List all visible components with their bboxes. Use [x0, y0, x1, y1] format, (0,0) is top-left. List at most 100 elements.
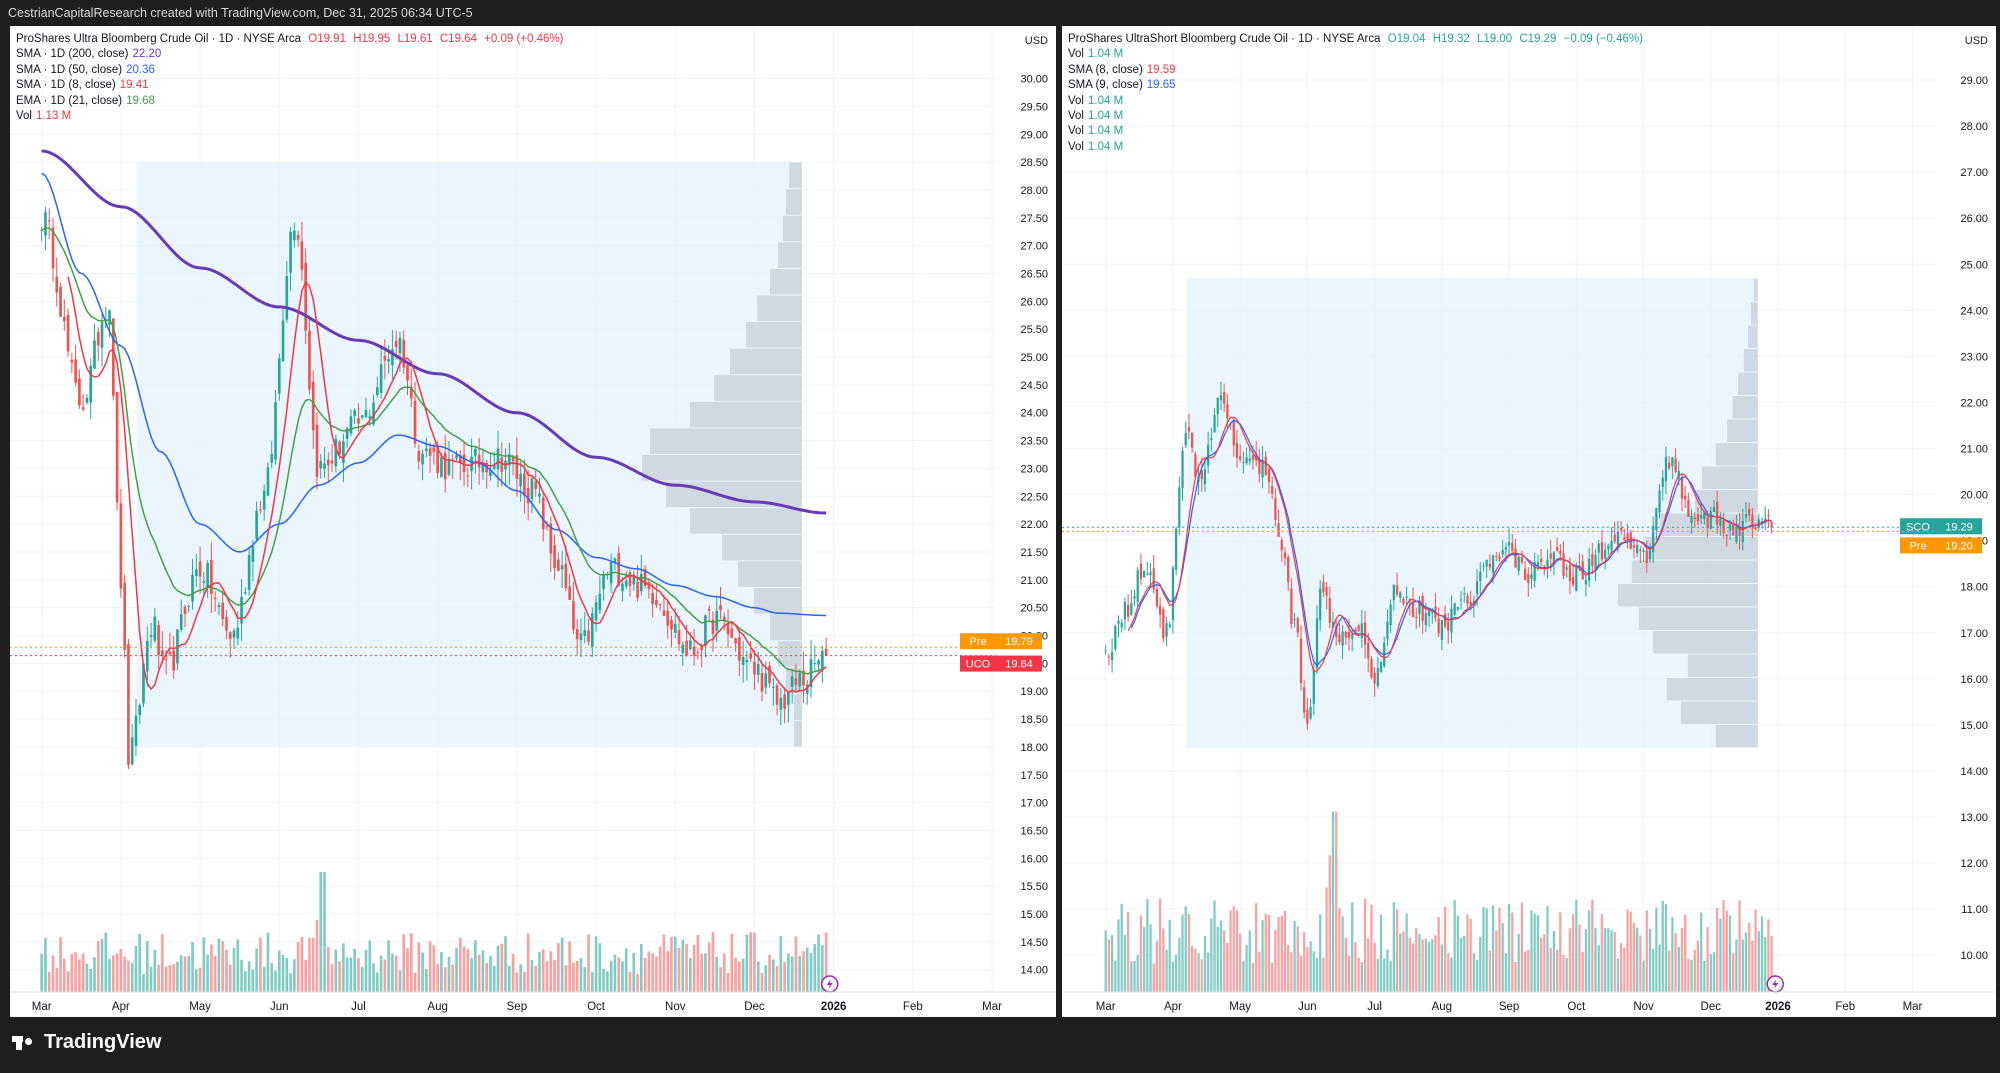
price-tick-label: 18.00: [1960, 582, 1988, 594]
tradingview-logo[interactable]: TradingView: [12, 1031, 161, 1054]
candle-body: [579, 633, 583, 640]
volume-bar: [809, 952, 813, 992]
candle-body: [330, 460, 334, 464]
volume-bar: [549, 951, 553, 992]
volume-bar: [662, 934, 666, 992]
candle-body: [206, 563, 209, 588]
sco-legend-vol[interactable]: Vol 1.04 M: [1068, 140, 1647, 155]
volume-bar: [1159, 898, 1162, 992]
legend-label: Vol: [1068, 48, 1084, 61]
candle-body: [1485, 560, 1488, 567]
volume-bar: [1274, 930, 1277, 992]
volume-profile-range-box: [136, 162, 802, 747]
volume-bar: [560, 937, 564, 992]
time-tick-label: Jun: [270, 1001, 289, 1013]
candle-body: [425, 448, 428, 452]
volume-bar: [500, 943, 504, 992]
sco-legend-vol[interactable]: Vol 1.04 M: [1068, 94, 1647, 109]
volume-bar: [1210, 918, 1213, 992]
candle-body: [670, 619, 673, 630]
volume-bar: [236, 939, 240, 992]
uco-legend-ema21[interactable]: EMA · 1D (21, close) 19.68: [16, 94, 567, 109]
candle-body: [1440, 620, 1443, 640]
volume-bar: [89, 968, 93, 992]
price-label-pre: Pre 19.79: [10, 633, 1042, 650]
volume-bar: [1104, 930, 1107, 992]
volume-profile-bar: [1652, 630, 1758, 654]
volume-bar: [285, 957, 289, 992]
candle-body: [1482, 565, 1485, 567]
volume-bar: [557, 943, 560, 992]
candle-body: [1719, 518, 1722, 526]
sco-chart-panel[interactable]: USD 10.00 11.00 12.00 13.00 14.00 15.00 16.00 17…: [1062, 26, 1996, 1017]
volume-bar: [1405, 913, 1408, 992]
uco-chart-svg[interactable]: USD 14.00 14.50 15.00 15.50 16.00 16.50 17.00 17…: [10, 26, 1056, 1017]
candle-body: [70, 359, 74, 363]
candle-body: [194, 569, 198, 576]
volume-bar: [1533, 913, 1536, 992]
candle-body: [1399, 592, 1402, 598]
candle-body: [1357, 625, 1360, 632]
volume-bar: [210, 944, 213, 992]
volume-bar: [1255, 903, 1258, 992]
volume-bar: [251, 969, 255, 992]
candle-body: [564, 563, 568, 589]
candle-body: [1687, 499, 1690, 517]
price-value-bg: [1936, 537, 1982, 554]
volume-bar: [590, 972, 594, 992]
candle-body: [1469, 601, 1472, 607]
sco-legend-vol[interactable]: Vol 1.04 M: [1068, 47, 1647, 62]
candle-body: [1507, 541, 1511, 546]
volume-bar: [1194, 948, 1197, 992]
uco-chart-panel[interactable]: USD 14.00 14.50 15.00 15.50 16.00 16.50 17.00 17…: [10, 26, 1056, 1017]
sco-legend-sma8[interactable]: SMA (8, close) 19.59: [1068, 63, 1647, 78]
volume-bar: [1520, 902, 1524, 992]
legend-value: 19.65: [1146, 79, 1176, 92]
uco-legend-sma8[interactable]: SMA · 1D (8, close) 19.41: [16, 78, 567, 93]
volume-bar: [749, 932, 752, 992]
uco-legend-vol[interactable]: Vol 1.13 M: [16, 109, 567, 124]
price-tick-label: 22.00: [1960, 397, 1988, 409]
price-tick-label: 18.00: [1020, 742, 1048, 754]
candle-body: [790, 676, 794, 687]
uco-legend-sma50[interactable]: SMA · 1D (50, close) 20.36: [16, 63, 567, 78]
volume-profile-bar: [1743, 349, 1758, 372]
candle-body: [1555, 546, 1559, 551]
volume-bar: [119, 949, 123, 992]
volume-bar: [217, 938, 221, 992]
volume-bar: [504, 936, 507, 992]
volume-bar: [1223, 930, 1226, 992]
price-tick-label: 16.00: [1020, 853, 1048, 865]
sco-legend-sma9[interactable]: SMA (9, close) 19.65: [1068, 78, 1647, 93]
legend-label: Vol: [1068, 94, 1084, 107]
volume-bar: [244, 971, 247, 992]
volume-bar: [1229, 910, 1232, 992]
price-tick-label: 17.00: [1020, 798, 1048, 810]
volume-profile-bar: [1617, 583, 1758, 607]
bolt-icon-glyph: [1772, 979, 1779, 989]
candle-body: [443, 452, 447, 480]
candle-body: [764, 673, 768, 688]
legend-value: 20.36: [126, 63, 155, 76]
candle-body: [1184, 433, 1187, 446]
time-tick-label: Aug: [1432, 1001, 1452, 1013]
volume-bar: [1299, 955, 1303, 992]
volume-bar: [213, 956, 217, 992]
volume-bar: [538, 952, 541, 992]
volume-bar: [1155, 940, 1159, 992]
uco-legend-sma200[interactable]: SMA · 1D (200, close) 22.20: [16, 47, 567, 62]
sco-legend-vol[interactable]: Vol 1.04 M: [1068, 109, 1647, 124]
volume-bar: [1485, 908, 1488, 992]
candle-body: [824, 648, 828, 656]
volume-bar: [719, 967, 722, 992]
volume-bar: [153, 949, 157, 992]
candle-body: [1344, 631, 1347, 638]
candle-body: [1120, 622, 1123, 628]
sco-legend-vol[interactable]: Vol 1.04 M: [1068, 124, 1647, 139]
price-tick-label: 16.00: [1960, 674, 1988, 686]
candle-body: [1341, 631, 1344, 646]
volume-bar: [1107, 939, 1111, 992]
volume-bar: [1181, 914, 1184, 992]
candle-body: [1104, 650, 1107, 652]
sco-chart-svg[interactable]: USD 10.00 11.00 12.00 13.00 14.00 15.00 16.00 17…: [1062, 26, 1996, 1017]
